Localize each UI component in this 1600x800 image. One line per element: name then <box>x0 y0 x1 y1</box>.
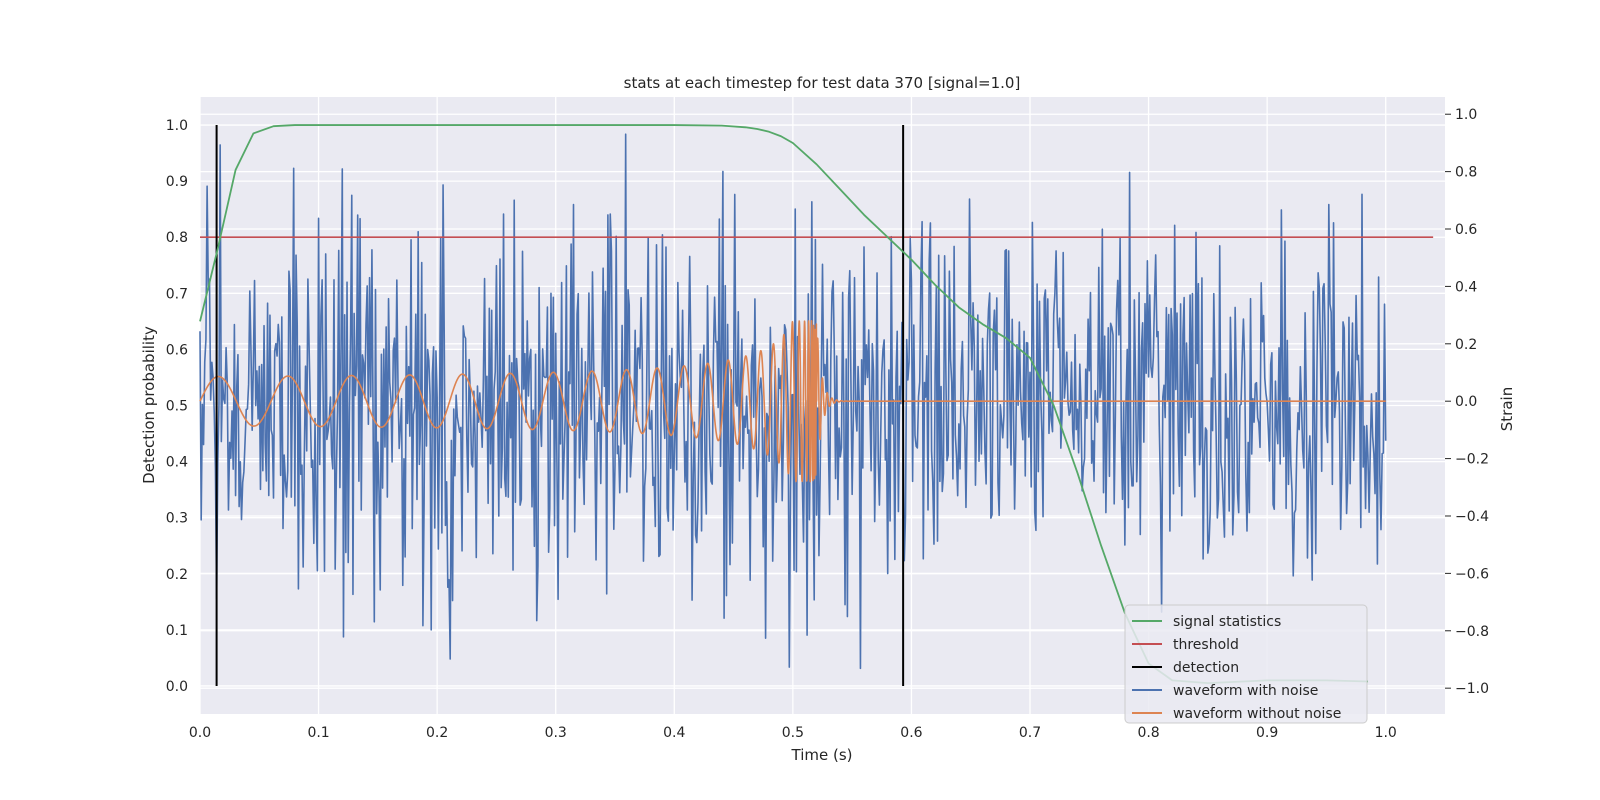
chart-title: stats at each timestep for test data 370… <box>624 74 1021 92</box>
x-tick-label: 1.0 <box>1375 725 1397 741</box>
x-tick-label: 0.2 <box>426 725 448 741</box>
x-tick-label: 0.0 <box>189 725 211 741</box>
legend-box <box>1124 604 1368 724</box>
y-tick-label-left: 0.6 <box>166 342 188 358</box>
y-tick-label-right: 0.4 <box>1455 279 1477 295</box>
y-tick-label-left: 1.0 <box>166 118 188 134</box>
waveform-with-noise-line <box>199 133 1387 670</box>
y-tick-label-right: −1.0 <box>1455 681 1489 697</box>
y-tick-label-right: 0.2 <box>1455 337 1477 353</box>
y-axis-label-left: Detection probability <box>140 326 158 484</box>
x-tick-label: 0.9 <box>1256 725 1278 741</box>
x-tick-label: 0.4 <box>663 725 685 741</box>
y-tick-label-right: 0.6 <box>1455 222 1477 238</box>
y-tick-label-right: 0.0 <box>1455 394 1477 410</box>
y-tick-label-left: 0.0 <box>166 679 188 695</box>
x-tick-label: 0.3 <box>545 725 567 741</box>
y-tick-label-right: −0.2 <box>1455 452 1489 468</box>
y-tick-label-right: −0.8 <box>1455 624 1489 640</box>
y-axis-label-right: Strain <box>1498 387 1516 431</box>
x-tick-label: 0.6 <box>900 725 922 741</box>
legend: signal statistics threshold detection wavef… <box>1124 604 1368 724</box>
legend-label: waveform without noise <box>1173 706 1341 722</box>
x-tick-label: 0.5 <box>782 725 804 741</box>
plot-area <box>199 124 1434 686</box>
x-tick-label: 0.1 <box>307 725 329 741</box>
y-tick-label-left: 0.3 <box>166 511 188 527</box>
legend-label: waveform with noise <box>1173 683 1318 699</box>
x-tick-label: 0.7 <box>1019 725 1041 741</box>
y-tick-label-left: 0.4 <box>166 455 188 471</box>
y-tick-label-left: 0.9 <box>166 174 188 190</box>
y-tick-label-left: 0.5 <box>166 399 188 415</box>
x-tick-label: 0.8 <box>1137 725 1159 741</box>
y-tick-label-left: 0.1 <box>166 623 188 639</box>
waveform-without-noise-line <box>199 320 1387 483</box>
y-tick-label-right: −0.6 <box>1455 566 1489 582</box>
y-tick-label-right: 0.8 <box>1455 165 1477 181</box>
legend-label: threshold <box>1173 637 1239 653</box>
y-tick-label-right: 1.0 <box>1455 107 1477 123</box>
y-tick-label-left: 0.7 <box>166 286 188 302</box>
legend-label: detection <box>1173 660 1239 676</box>
legend-label: signal statistics <box>1173 614 1281 630</box>
x-axis-label: Time (s) <box>791 746 853 764</box>
y-tick-label-left: 0.8 <box>166 230 188 246</box>
y-tick-label-left: 0.2 <box>166 567 188 583</box>
y-tick-label-right: −0.4 <box>1455 509 1489 525</box>
axes: 0.0 0.1 0.2 0.3 0.4 0.5 0.6 0.7 0.8 0.9 1.0 0.0 0.1 0… <box>166 107 1489 741</box>
